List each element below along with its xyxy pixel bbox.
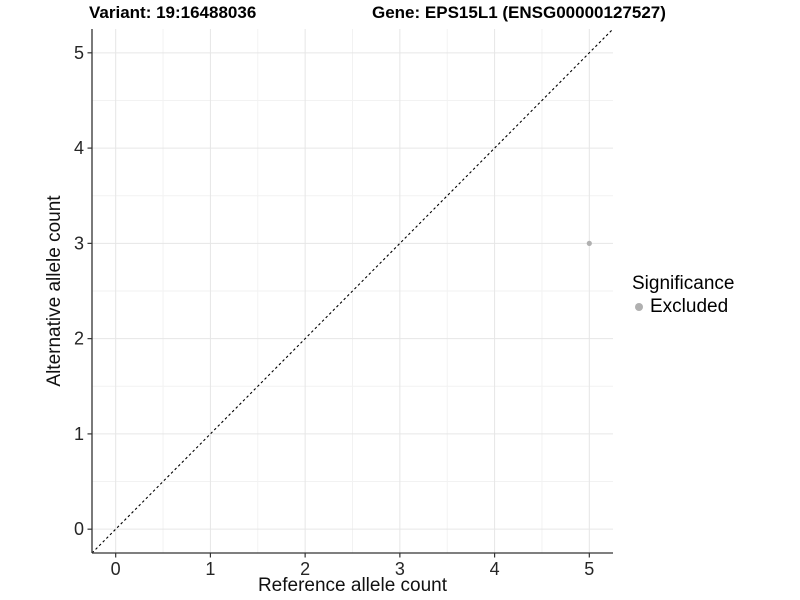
y-tick-label: 3 xyxy=(74,233,84,253)
data-point xyxy=(586,240,592,246)
y-tick-label: 0 xyxy=(74,519,84,539)
x-tick-label: 5 xyxy=(584,559,594,579)
x-tick-label: 4 xyxy=(490,559,500,579)
chart-title-variant: Variant: 19:16488036 xyxy=(89,3,257,22)
x-tick-label: 0 xyxy=(111,559,121,579)
y-tick-label: 4 xyxy=(74,138,84,158)
x-axis-title: Reference allele count xyxy=(257,575,448,596)
y-tick-label: 2 xyxy=(74,329,84,349)
chart-title-gene: Gene: EPS15L1 (ENSG00000127527) xyxy=(372,3,666,22)
x-tick-label: 1 xyxy=(205,559,215,579)
y-tick-label: 5 xyxy=(74,43,84,63)
legend-entry: Excluded xyxy=(632,296,734,318)
x-tick-label: 3 xyxy=(395,559,405,579)
legend-title: Significance xyxy=(632,273,735,294)
legend: Significance Excluded xyxy=(632,273,734,318)
legend-entry-label: Excluded xyxy=(650,296,729,317)
y-tick-label: 1 xyxy=(74,424,84,444)
y-axis-title: Alternative allele count xyxy=(44,195,65,387)
identity-line xyxy=(91,28,614,554)
x-tick-label: 2 xyxy=(300,559,310,579)
legend-point-icon xyxy=(635,303,643,311)
